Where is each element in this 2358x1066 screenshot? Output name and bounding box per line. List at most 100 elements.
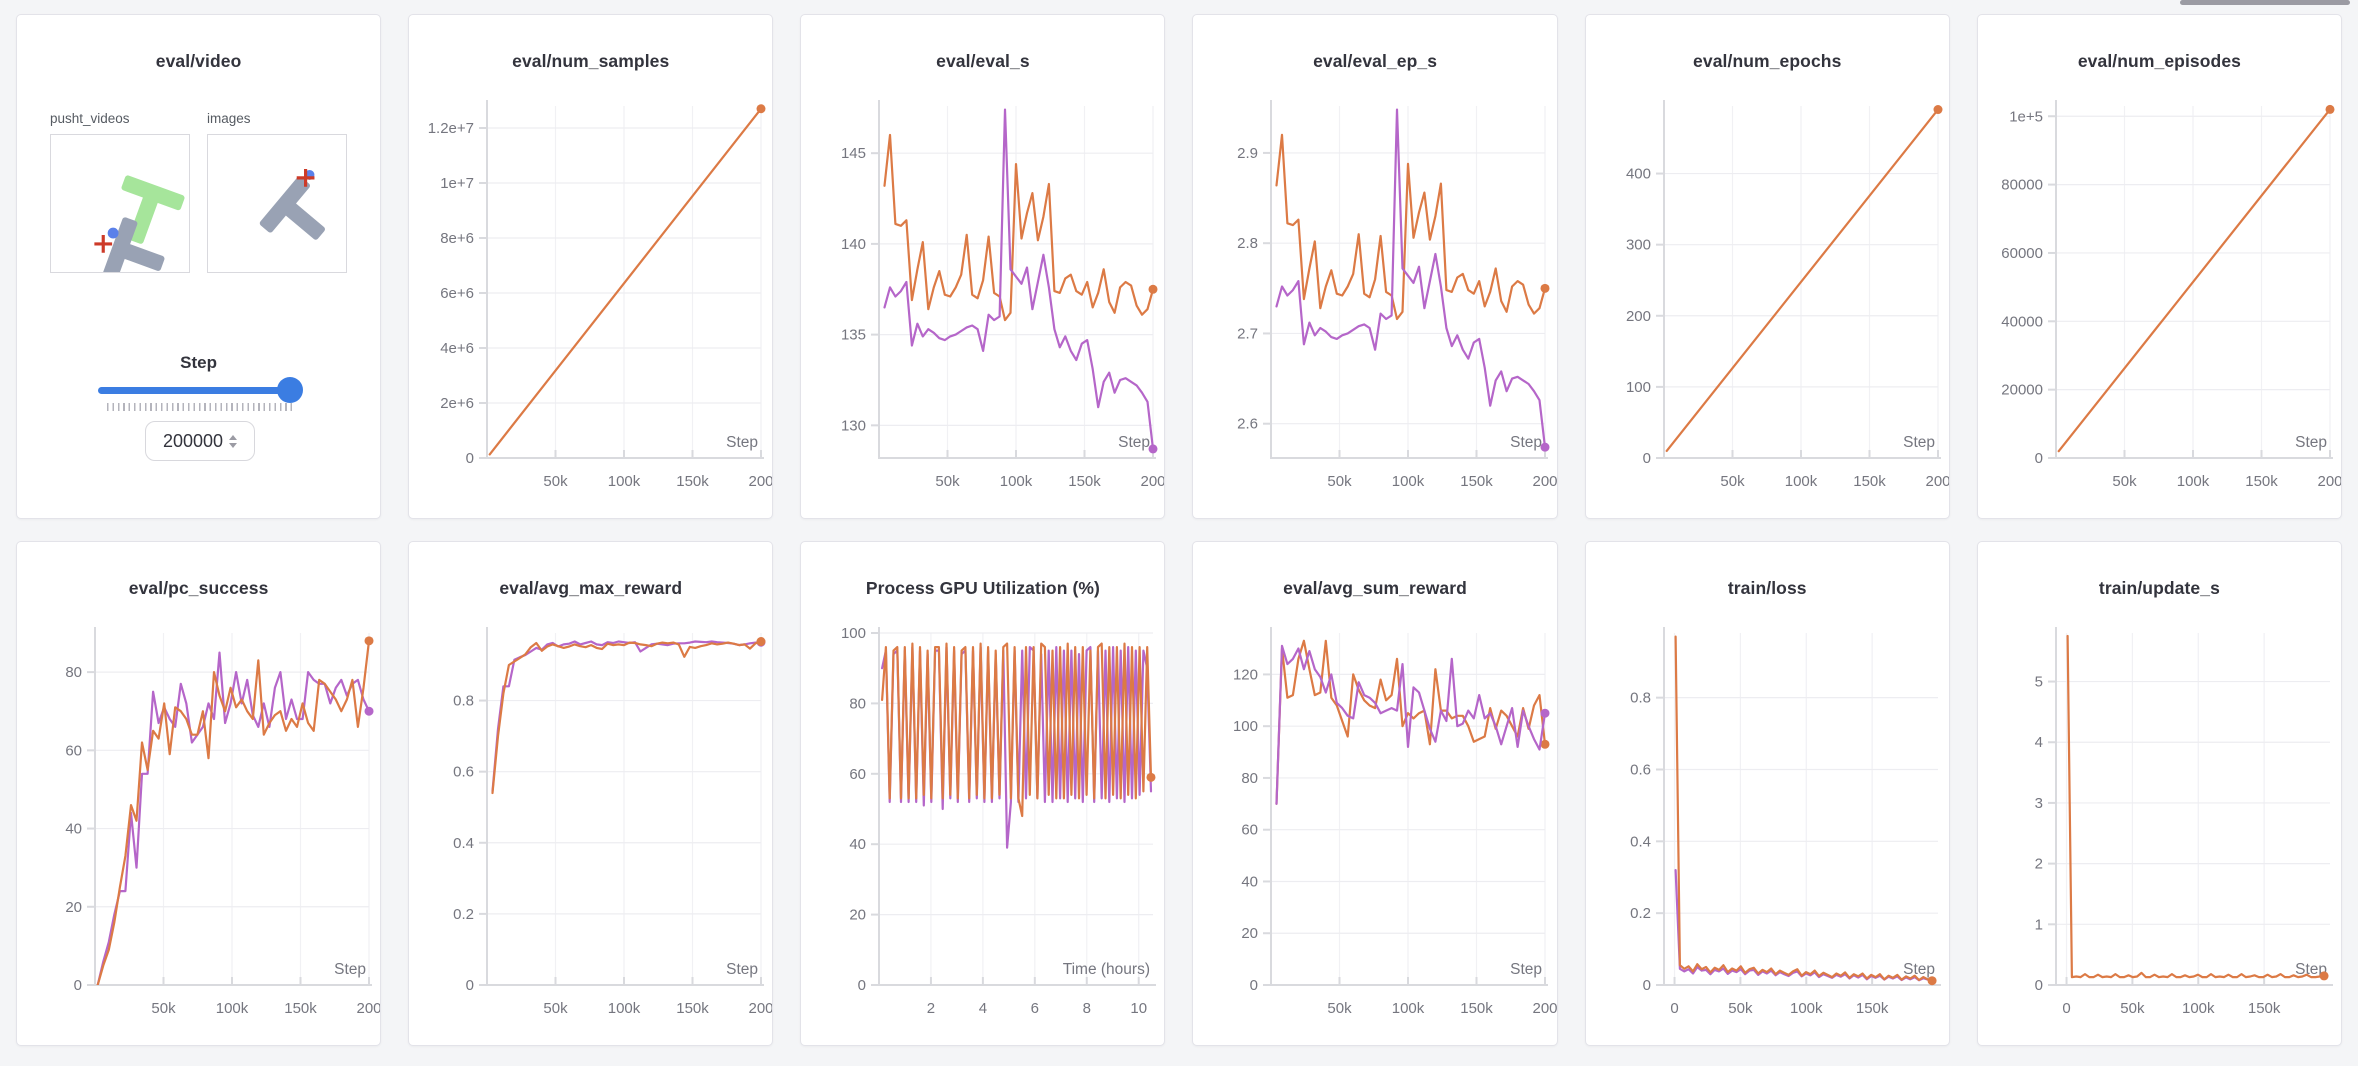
svg-text:Step: Step	[1903, 961, 1935, 978]
media-item-images: images	[207, 111, 347, 273]
pusht-video-frame	[94, 175, 185, 281]
svg-text:0: 0	[1642, 450, 1650, 467]
target-t-shape	[121, 175, 185, 244]
chart-panel-process-gpu-utilization-[interactable]: Process GPU Utilization (%) 0 20 40 60 80 100 2…	[800, 541, 1166, 1046]
chart-title: eval/avg_max_reward	[499, 578, 683, 598]
svg-text:40: 40	[1242, 873, 1259, 890]
svg-text:80: 80	[850, 695, 867, 712]
series-line-run-purple	[1275, 644, 1547, 805]
svg-text:50k: 50k	[2120, 1000, 2145, 1017]
svg-text:150k: 150k	[2245, 473, 2278, 490]
chart-canvas: 130 135 140 145 50k 100k 150k 200 Step	[841, 100, 1166, 490]
series-end-dot-run-orange	[1540, 739, 1550, 749]
svg-text:300: 300	[1626, 237, 1651, 254]
svg-text:40000: 40000	[2001, 313, 2043, 330]
chart-panel-eval-eval-ep-s[interactable]: eval/eval_ep_s 2.6 2.7 2.8 2.9 50k 100k 150k 200…	[1192, 14, 1558, 519]
svg-text:150k: 150k	[2248, 1000, 2281, 1017]
svg-text:0.4: 0.4	[453, 835, 474, 852]
horizontal-scrollbar-thumb[interactable]	[2180, 0, 2350, 5]
chart-panel-eval-num-epochs[interactable]: eval/num_epochs 0 100 200 300 400 50k 100k 150k 2…	[1584, 14, 1950, 519]
step-input[interactable]: 200000	[145, 421, 255, 461]
chart-canvas: 0 20 40 60 80 100 120 50k 100k 150k 200 Step	[1233, 627, 1557, 1017]
svg-text:4: 4	[979, 1000, 987, 1017]
series-line-run-purple	[883, 108, 1155, 450]
svg-text:200: 200	[749, 473, 774, 490]
svg-text:10: 10	[1131, 1000, 1148, 1017]
svg-text:50k: 50k	[1328, 1000, 1353, 1017]
images-thumbnail[interactable]	[207, 134, 347, 273]
chart-panel-eval-num-samples[interactable]: eval/num_samples 0 2e+6 4e+6 6e+6 8e+6 1e+7 1.2…	[408, 14, 774, 519]
svg-text:400: 400	[1626, 166, 1651, 183]
media-item-pusht-videos: pusht_videos	[50, 111, 190, 281]
step-slider-track[interactable]	[98, 387, 302, 394]
svg-text:100k: 100k	[1000, 473, 1033, 490]
svg-text:0.8: 0.8	[453, 693, 474, 710]
step-slider[interactable]	[98, 377, 303, 403]
svg-text:200: 200	[1141, 473, 1166, 490]
series-end-dot-run-orange	[1146, 772, 1156, 782]
svg-text:0: 0	[74, 977, 82, 994]
svg-text:200: 200	[1626, 308, 1651, 325]
svg-text:50k: 50k	[936, 473, 961, 490]
series-line-run-orange	[491, 640, 763, 795]
pusht-video-thumbnail[interactable]	[50, 134, 190, 281]
svg-text:0.4: 0.4	[1630, 833, 1651, 850]
chart-panel-eval-avg-sum-reward[interactable]: eval/avg_sum_reward 0 20 40 60 80 100 120 50k 100…	[1192, 541, 1558, 1046]
chart-title: train/loss	[1727, 578, 1807, 598]
stepper-arrows-icon[interactable]	[229, 434, 238, 448]
chart-title: train/update_s	[2098, 578, 2220, 598]
svg-text:0: 0	[1250, 977, 1258, 994]
svg-text:100k: 100k	[1392, 1000, 1425, 1017]
svg-text:Step: Step	[726, 434, 758, 451]
svg-text:6: 6	[1031, 1000, 1039, 1017]
chart-panel-eval-eval-s[interactable]: eval/eval_s 130 135 140 145 50k 100k 150k 200 Ste…	[800, 14, 1166, 519]
svg-text:Step: Step	[2295, 434, 2327, 451]
media-row: pusht_videos	[50, 111, 347, 281]
svg-text:20000: 20000	[2001, 382, 2043, 399]
svg-text:150k: 150k	[284, 1000, 317, 1017]
chart-panel-eval-avg-max-reward[interactable]: eval/avg_max_reward 0 0.2 0.4 0.6 0.8 50k 100k 1…	[408, 541, 774, 1046]
series-end-dot-run-orange	[1933, 105, 1943, 115]
svg-text:4e+6: 4e+6	[440, 340, 474, 357]
svg-text:20: 20	[850, 907, 867, 924]
chart-title: eval/pc_success	[128, 578, 269, 598]
svg-text:60: 60	[1242, 822, 1259, 839]
chart-panel-eval-pc-success[interactable]: eval/pc_success 0 20 40 60 80 50k 100k 150k 200 St…	[16, 541, 382, 1046]
series-line-run-orange	[96, 639, 371, 985]
series-end-dot-run-orange	[1148, 284, 1158, 294]
chart-canvas: 2.6 2.7 2.8 2.9 50k 100k 150k 200 Step	[1238, 100, 1558, 490]
svg-text:200: 200	[2317, 473, 2342, 490]
chart-title: eval/eval_ep_s	[1313, 51, 1438, 71]
svg-text:20: 20	[1242, 925, 1259, 942]
step-slider-thumb[interactable]	[276, 377, 303, 403]
svg-text:200: 200	[1533, 473, 1558, 490]
series-line-run-purple	[96, 651, 371, 985]
svg-text:0: 0	[2062, 1000, 2070, 1017]
series-end-dot-run-orange	[2325, 104, 2335, 114]
svg-text:0: 0	[2034, 450, 2042, 467]
svg-text:Step: Step	[2295, 961, 2327, 978]
chart-canvas: 0 20 40 60 80 100 2 4 6 8 10 Time (hours)	[841, 625, 1157, 1017]
svg-text:2: 2	[2034, 856, 2042, 873]
chart-canvas: 0 20 40 60 80 50k 100k 150k 200 Step	[65, 627, 380, 1017]
svg-text:100: 100	[1233, 718, 1258, 735]
svg-text:60: 60	[850, 766, 867, 783]
svg-text:5: 5	[2034, 674, 2042, 691]
series-line-run-purple	[1674, 869, 1933, 983]
step-slider-ticks	[107, 403, 293, 411]
svg-text:Step: Step	[334, 961, 366, 978]
svg-text:2.9: 2.9	[1238, 145, 1259, 162]
chart-panel-train-update-s[interactable]: train/update_s 0 1 2 3 4 5 0 50k 100k 150k Step	[1976, 541, 2342, 1046]
series-end-dot-run-orange	[1927, 976, 1937, 986]
svg-text:0: 0	[858, 977, 866, 994]
svg-text:100k: 100k	[216, 1000, 249, 1017]
chart-panel-eval-num-episodes[interactable]: eval/num_episodes 0 20000 40000 60000 80000 1e…	[1976, 14, 2342, 519]
eval-video-panel[interactable]: eval/video pusht_videos	[16, 14, 382, 519]
svg-text:40: 40	[65, 821, 82, 838]
svg-text:150k: 150k	[1856, 1000, 1889, 1017]
series-end-dot-run-purple	[1540, 442, 1550, 452]
chart-panel-train-loss[interactable]: train/loss 0 0.2 0.4 0.6 0.8 0 50k 100k 150k Step	[1584, 541, 1950, 1046]
svg-text:0.6: 0.6	[1630, 761, 1651, 778]
svg-text:0: 0	[466, 977, 474, 994]
